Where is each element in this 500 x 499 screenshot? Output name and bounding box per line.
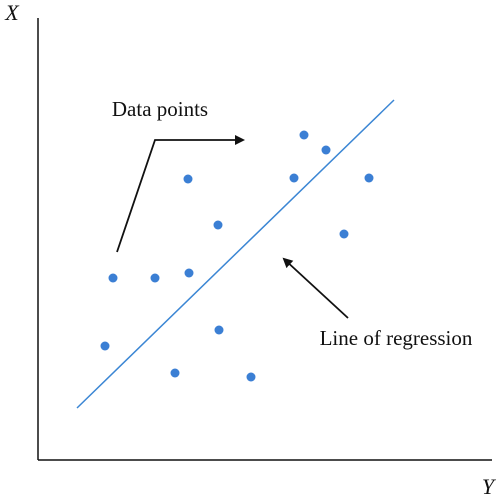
data-point [321,145,331,155]
data-point [213,220,223,230]
horizontal-axis-label: Y [482,474,497,499]
data-point [289,173,299,183]
points-arrow [116,135,245,253]
data-point [150,273,160,283]
line-arrow [282,257,349,319]
data-point [364,173,374,183]
data-point [339,229,349,239]
data-point [184,268,194,278]
data-point [100,341,110,351]
data-point [170,368,180,378]
data-point [299,130,309,140]
data-points [100,130,374,382]
data-point [108,273,118,283]
data-point [214,325,224,335]
points-annotation: Data points [112,97,208,121]
regression-line [76,99,395,409]
data-point [246,372,256,382]
data-point [183,174,193,184]
line-annotation: Line of regression [320,326,473,350]
vertical-axis-label: X [4,0,20,25]
